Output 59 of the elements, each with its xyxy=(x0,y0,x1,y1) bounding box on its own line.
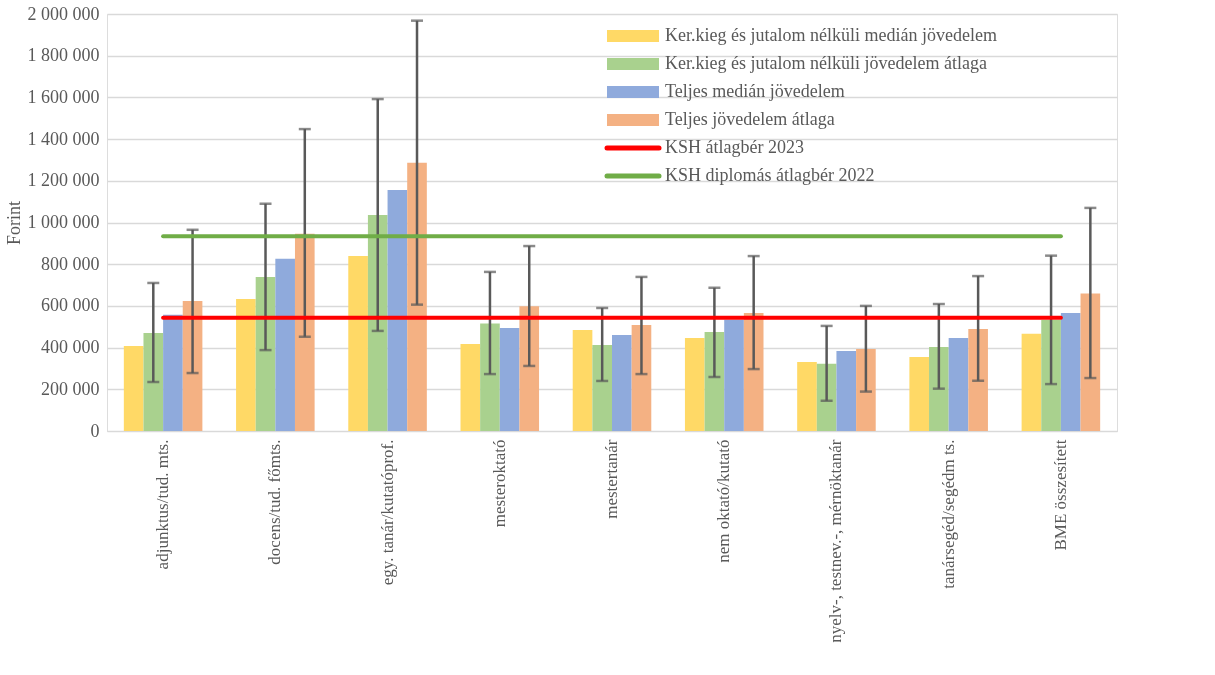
bar xyxy=(348,256,368,431)
y-tick-label: 200 000 xyxy=(41,378,100,399)
bar xyxy=(631,325,652,431)
x-tick-label: docens/tud. főmts. xyxy=(265,439,285,565)
bar xyxy=(367,214,388,431)
legend-label: KSH diplomás átlagbér 2022 xyxy=(665,165,875,185)
y-tick-label: 1 200 000 xyxy=(27,170,100,191)
bar xyxy=(797,361,817,431)
bar xyxy=(1041,320,1061,431)
bar xyxy=(684,338,705,431)
bar xyxy=(612,335,632,431)
bar xyxy=(480,323,500,431)
bar xyxy=(123,345,144,431)
x-tick-label: nyelv-, testnev.-, mérnöktanár xyxy=(826,439,846,643)
bar xyxy=(572,330,593,431)
y-tick-label: 1 000 000 xyxy=(27,212,100,232)
bar xyxy=(592,345,612,431)
bar xyxy=(929,346,949,431)
legend-label: Ker.kieg és jutalom nélküli medián jövedelem xyxy=(665,25,997,45)
x-tick-label: adjunktus/tud. mts. xyxy=(153,439,173,570)
y-tick-label: 2 000 000 xyxy=(27,3,100,24)
legend-label: Teljes jövedelem átlaga xyxy=(665,109,835,129)
bar xyxy=(743,312,764,431)
bar xyxy=(460,344,481,431)
bar xyxy=(816,363,837,431)
x-tick-label: BME összesített xyxy=(1050,439,1070,551)
y-tick-label: 400 000 xyxy=(41,337,100,358)
bar xyxy=(909,356,930,431)
y-tick-label: 1 800 000 xyxy=(27,45,100,66)
bar xyxy=(836,350,857,431)
y-tick-label: 600 000 xyxy=(41,295,100,316)
bar xyxy=(499,328,520,431)
bar xyxy=(948,338,969,431)
legend-label: Ker.kieg és jutalom nélküli jövedelem átlaga xyxy=(665,53,987,73)
y-tick-label: 1 600 000 xyxy=(27,86,100,107)
bar xyxy=(236,299,256,431)
bar xyxy=(1060,312,1081,431)
bar xyxy=(387,189,408,431)
x-tick-label: mesteroktató xyxy=(489,439,509,528)
bar xyxy=(968,329,988,431)
x-tick-label: nem oktató/kutató xyxy=(714,439,734,563)
legend-label: KSH átlagbér 2023 xyxy=(665,137,804,157)
x-tick-label: tanársegéd/segédm ts. xyxy=(938,439,958,589)
y-tick-label: 1 400 000 xyxy=(27,128,100,149)
bar xyxy=(275,258,295,431)
x-tick-label: mestertanár xyxy=(602,439,621,519)
y-tick-label: 800 000 xyxy=(41,253,100,274)
y-tick-label: 0 xyxy=(90,420,100,441)
bar xyxy=(163,314,183,431)
legend-label: Teljes medián jövedelem xyxy=(665,81,845,101)
y-axis-title: Forint xyxy=(3,200,24,246)
bar xyxy=(407,162,427,431)
bar xyxy=(704,331,725,431)
bar xyxy=(143,333,164,431)
bar xyxy=(1021,333,1042,431)
bar xyxy=(724,319,744,431)
x-tick-label: egy. tanár/kutatóprof. xyxy=(377,439,397,586)
bar xyxy=(519,306,540,431)
bar xyxy=(856,349,876,431)
